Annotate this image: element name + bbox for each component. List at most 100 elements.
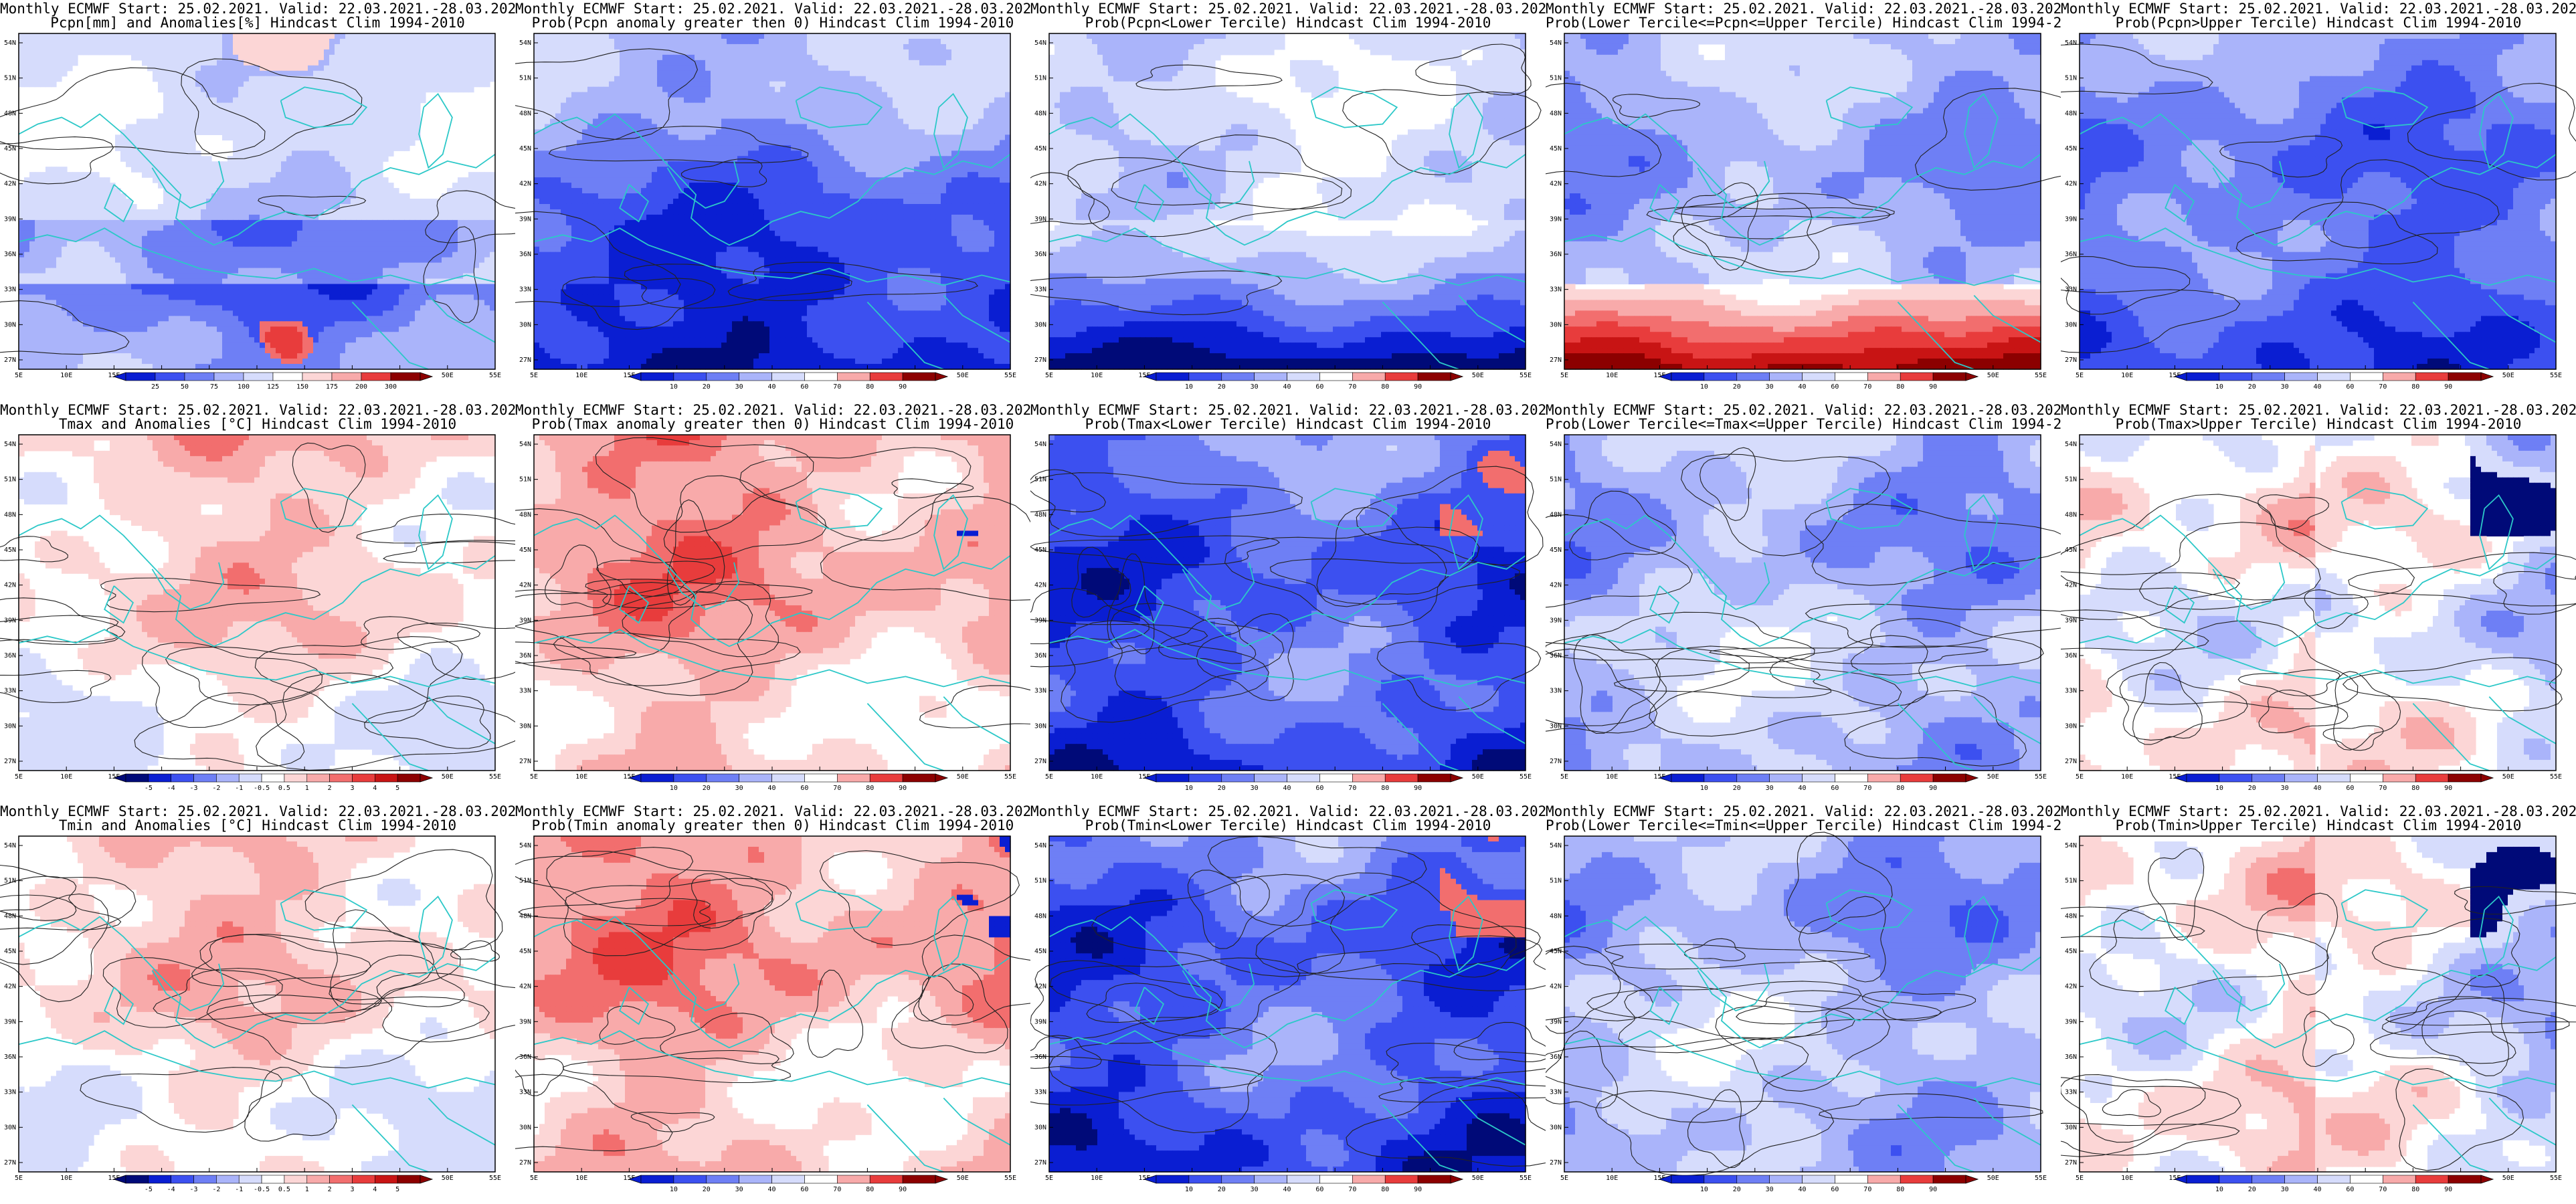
lat-tick-label: 27N <box>519 1159 531 1167</box>
lat-tick-label: 51N <box>4 75 16 82</box>
lat-tick-label: 54N <box>1550 39 1562 47</box>
colorbar: 10 20 30 40 60 70 80 90 <box>1645 774 2019 797</box>
lat-tick-label: 33N <box>519 1089 531 1096</box>
colorbar-tick-label: 30 <box>1766 785 1774 792</box>
colorbar-tick-label: 20 <box>2248 383 2256 391</box>
colorbar-tick-label: 80 <box>2411 1186 2419 1193</box>
lat-tick-label: 30N <box>4 722 16 730</box>
colorbar-tick-label: 70 <box>2379 785 2387 792</box>
lat-tick-label: 45N <box>1550 145 1562 153</box>
lat-tick-label: 33N <box>1034 286 1046 294</box>
panel-title-line1: Monthly ECMWF Start: 25.02.2021. Valid: … <box>0 1 515 16</box>
colorbar-tick-label: 80 <box>1896 383 1904 391</box>
colorbar-tick-label: -2 <box>212 785 220 792</box>
colorbar-tick-label: 20 <box>2248 1186 2256 1193</box>
lat-tick-label: 36N <box>2065 652 2077 660</box>
lat-tick-label: 51N <box>2065 878 2077 885</box>
lat-tick-label: 27N <box>1034 357 1046 364</box>
colorbar-tick-label: 20 <box>1218 785 1226 792</box>
lon-tick-label: 10E <box>60 1175 72 1182</box>
lat-tick-label: 48N <box>519 110 531 117</box>
panel-tmin-middle-tercile: Monthly ECMWF Start: 25.02.2021. Valid: … <box>1546 803 2061 1204</box>
colorbar-tick-label: 4 <box>373 1186 377 1193</box>
lat-tick-label: 39N <box>519 1018 531 1025</box>
panel-title-line1: Monthly ECMWF Start: 25.02.2021. Valid: … <box>515 1 1030 16</box>
colorbar-tick-label: 80 <box>866 785 874 792</box>
colorbar-tick-label: 90 <box>1929 383 1937 391</box>
forecast-map: 54N51N48N45N42N39N36N33N30N27N5E10E15E20… <box>534 435 1010 771</box>
lat-tick-label: 45N <box>4 948 16 955</box>
lat-tick-label: 54N <box>519 39 531 47</box>
lon-tick-label: 5E <box>2076 773 2084 781</box>
lat-tick-label: 33N <box>1034 688 1046 695</box>
lat-tick-label: 42N <box>1034 582 1046 589</box>
lat-tick-label: 33N <box>1550 688 1562 695</box>
colorbar-tick-label: 10 <box>1700 1186 1708 1193</box>
colorbar-tick-label: -1 <box>235 1186 243 1193</box>
colorbar-tick-label: 30 <box>2281 785 2289 792</box>
lat-tick-label: 54N <box>1034 39 1046 47</box>
panel-title-line2: Prob(Pcpn<Lower Tercile) Hindcast Clim 1… <box>1030 15 1546 30</box>
lat-tick-label: 45N <box>2065 948 2077 955</box>
forecast-map: 54N51N48N45N42N39N36N33N30N27N5E10E15E20… <box>1049 435 1526 771</box>
lat-tick-label: 48N <box>519 511 531 518</box>
panel-tmax-upper-tercile: Monthly ECMWF Start: 25.02.2021. Valid: … <box>2061 401 2576 803</box>
lat-tick-label: 33N <box>1550 1089 1562 1096</box>
lat-tick-label: 54N <box>4 39 16 47</box>
lon-tick-label: 5E <box>1045 773 1053 781</box>
colorbar-tick-label: 175 <box>326 383 338 391</box>
field-shading <box>1564 836 2041 1173</box>
panel-title-line1: Monthly ECMWF Start: 25.02.2021. Valid: … <box>2061 804 2576 819</box>
lat-tick-label: 39N <box>1034 1018 1046 1025</box>
colorbar-tick-label: 20 <box>703 383 711 391</box>
lat-tick-label: 48N <box>2065 912 2077 920</box>
lat-tick-label: 36N <box>519 251 531 258</box>
colorbar-tick-label: 60 <box>2346 785 2354 792</box>
lat-tick-label: 36N <box>4 652 16 660</box>
lat-tick-label: 30N <box>1034 722 1046 730</box>
lat-tick-label: 51N <box>1550 878 1562 885</box>
lat-tick-label: 54N <box>2065 39 2077 47</box>
lat-tick-label: 45N <box>1034 145 1046 153</box>
colorbar-tick-label: 60 <box>2346 383 2354 391</box>
colorbar-tick-label: 20 <box>703 1186 711 1193</box>
lon-tick-label: 10E <box>2121 372 2133 379</box>
panel-pcpn-upper-tercile: Monthly ECMWF Start: 25.02.2021. Valid: … <box>2061 0 2576 401</box>
field-shading <box>1564 33 2041 370</box>
lat-tick-label: 30N <box>1550 722 1562 730</box>
colorbar-tick-label: 125 <box>267 383 279 391</box>
lat-tick-label: 36N <box>2065 1054 2077 1061</box>
lat-tick-label: 30N <box>2065 321 2077 328</box>
lat-tick-label: 27N <box>1034 1159 1046 1167</box>
panel-title-line2: Prob(Tmin>Upper Tercile) Hindcast Clim 1… <box>2061 818 2576 833</box>
lon-tick-label: 10E <box>1606 372 1618 379</box>
colorbar-tick-label: 30 <box>1766 383 1774 391</box>
lat-tick-label: 27N <box>519 357 531 364</box>
colorbar-tick-label: 70 <box>1348 1186 1356 1193</box>
panel-title-line1: Monthly ECMWF Start: 25.02.2021. Valid: … <box>1546 1 2061 16</box>
colorbar-tick-label: 10 <box>670 383 678 391</box>
lat-tick-label: 33N <box>519 286 531 294</box>
colorbar-tick-label: 80 <box>1381 785 1389 792</box>
colorbar-tick-label: 70 <box>833 1186 841 1193</box>
colorbar-tick-label: 80 <box>1896 785 1904 792</box>
colorbar-tick-label: -5 <box>145 785 153 792</box>
lat-tick-label: 33N <box>1034 1089 1046 1096</box>
colorbar-tick-label: 70 <box>1863 1186 1871 1193</box>
panel-tmin-prob-positive: Monthly ECMWF Start: 25.02.2021. Valid: … <box>515 803 1030 1204</box>
lat-tick-label: 45N <box>519 948 531 955</box>
colorbar-tick-label: 80 <box>2411 785 2419 792</box>
field-shading <box>2080 33 2557 370</box>
lat-tick-label: 30N <box>1550 321 1562 328</box>
colorbar-tick-label: 60 <box>800 785 808 792</box>
colorbar-tick-label: 20 <box>1218 383 1226 391</box>
colorbar-tick-label: 300 <box>385 383 397 391</box>
lat-tick-label: 48N <box>1034 511 1046 518</box>
colorbar: 10 20 30 40 60 70 80 90 <box>614 373 989 395</box>
colorbar-tick-label: 10 <box>2215 785 2223 792</box>
colorbar: 10 20 30 40 60 70 80 90 <box>1129 774 1504 797</box>
panel-tmin-lower-tercile: Monthly ECMWF Start: 25.02.2021. Valid: … <box>1030 803 1546 1204</box>
lon-tick-label: 10E <box>1091 372 1103 379</box>
lat-tick-label: 30N <box>4 321 16 328</box>
lat-tick-label: 54N <box>2065 842 2077 849</box>
